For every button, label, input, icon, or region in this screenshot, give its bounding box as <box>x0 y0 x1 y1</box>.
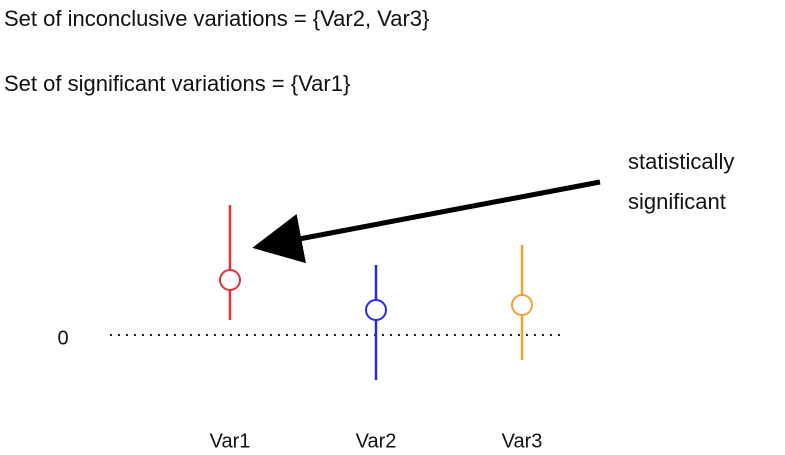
point <box>511 294 533 316</box>
x-tick-label: Var1 <box>210 430 251 452</box>
annotation: statistically <box>628 149 734 174</box>
arrow <box>252 179 601 264</box>
point <box>365 299 387 321</box>
header-line: Set of inconclusive variations = {Var2, … <box>4 6 429 31</box>
x-tick-label: Var3 <box>502 430 543 452</box>
header-line: Set of significant variations = {Var1} <box>4 71 350 96</box>
annotation: significant <box>628 189 726 214</box>
y-tick-label: 0 <box>57 327 68 349</box>
x-tick-label: Var2 <box>356 430 397 452</box>
point <box>219 269 241 291</box>
